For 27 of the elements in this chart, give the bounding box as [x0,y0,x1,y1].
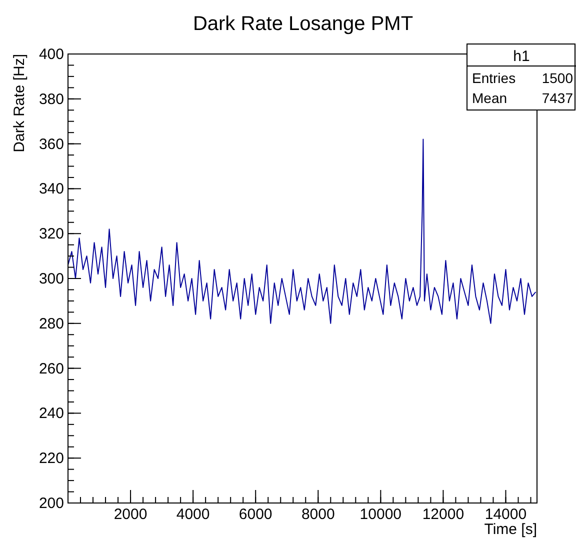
y-tick-label: 240 [38,405,64,422]
y-axis-title: Dark Rate [Hz] [11,54,28,152]
y-tick-label: 320 [38,226,64,243]
x-axis-title: Time [s] [484,521,537,538]
y-tick-label: 400 [38,46,64,63]
y-tick-label: 300 [38,270,64,288]
text: 7437 [542,90,574,106]
x-tick-label: 10000 [360,506,402,523]
x-tick-label: 6000 [238,506,272,523]
annotation: Mean [472,90,508,106]
y-tick-label: 280 [38,315,64,332]
x-tick-label: 2000 [114,506,148,523]
annotation: h1 [513,48,530,65]
y-tick-label: 360 [38,136,64,153]
x-tick-label: 4000 [176,506,210,523]
y-tick-label: 260 [38,360,64,378]
y-tick-label: 340 [38,180,64,198]
y-tick-label: 200 [38,495,64,512]
x-tick-label: 8000 [301,506,335,523]
x-tick-label: 14000 [484,506,527,523]
y-tick-label: 220 [38,450,64,468]
x-tick-label: 12000 [422,506,464,523]
y-tick-label: 380 [38,90,64,108]
chart-title: Dark Rate Losange PMT [192,13,414,35]
annotation: Entries [472,70,516,86]
text: 1500 [542,70,574,86]
line-series [68,138,536,324]
